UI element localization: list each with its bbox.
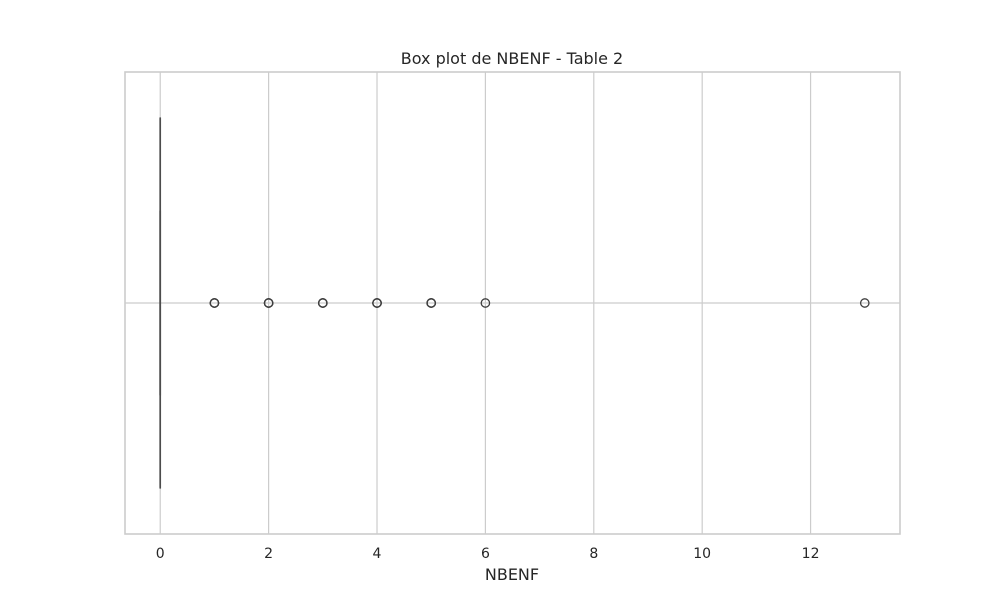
outlier-point [859, 298, 870, 308]
x-tick-label: 2 [264, 546, 273, 562]
outlier-point [317, 298, 328, 308]
outlier-point [480, 298, 491, 308]
outlier-points [209, 298, 870, 308]
outlier-point [372, 298, 382, 308]
x-tick-label: 10 [693, 546, 711, 562]
x-tick-label: 4 [373, 546, 382, 562]
x-axis-label: NBENF [485, 565, 539, 584]
grid-lines [125, 72, 900, 534]
outlier-point [426, 298, 437, 308]
chart-title: Box plot de NBENF - Table 2 [401, 49, 623, 68]
outlier-point [263, 298, 274, 308]
x-tick-label: 12 [802, 546, 820, 562]
x-tick-label: 8 [589, 546, 598, 562]
outlier-point [209, 298, 220, 308]
x-tick-label: 6 [481, 546, 490, 562]
x-axis-ticks: 0 2 4 6 8 10 12 [156, 546, 820, 562]
x-tick-label: 0 [156, 546, 165, 562]
plot-area-frame [124, 71, 901, 535]
